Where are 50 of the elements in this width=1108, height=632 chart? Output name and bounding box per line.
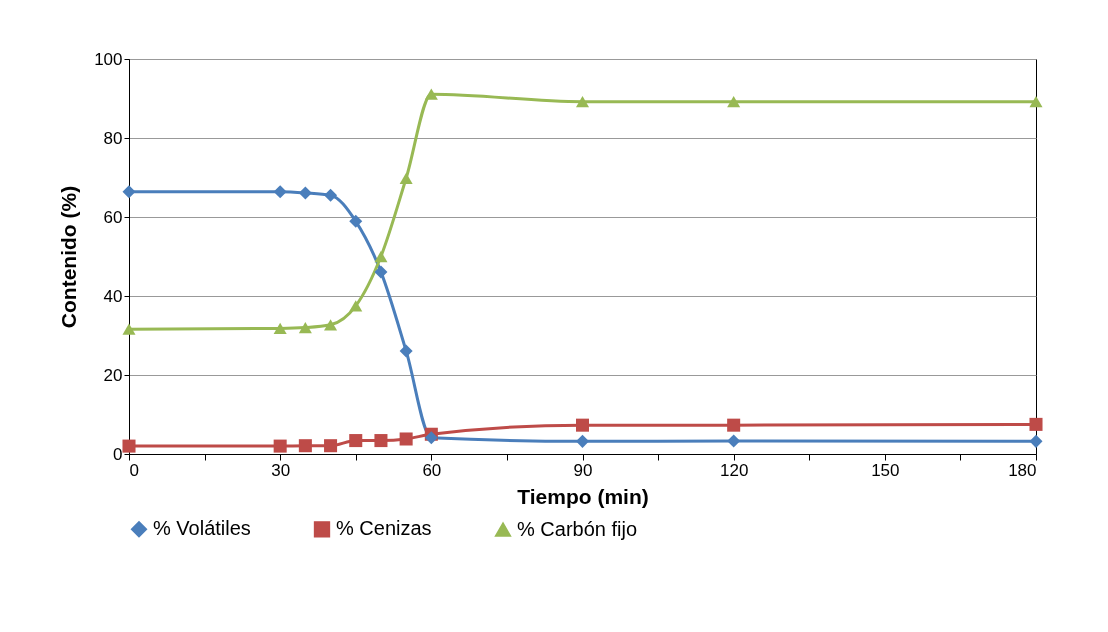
point — [575, 96, 590, 108]
x-tick-label: 180 — [1008, 460, 1037, 480]
point — [424, 88, 438, 100]
x-tick-label: 90 — [573, 460, 593, 480]
point — [727, 96, 741, 108]
point — [1029, 434, 1043, 448]
y-tick-label: 80 — [103, 128, 123, 148]
point — [575, 418, 590, 432]
x-tick-label: 60 — [422, 460, 442, 480]
point — [424, 431, 438, 445]
legend-label: % Volátiles — [153, 517, 251, 540]
point — [399, 344, 413, 358]
point — [298, 321, 312, 334]
point — [324, 319, 338, 331]
y-tick-label: 0 — [113, 444, 123, 464]
x-tick-label: 0 — [129, 460, 139, 480]
point — [349, 214, 363, 228]
y-axis-title: Contenido (%) — [57, 185, 81, 329]
y-tick-label: 100 — [94, 49, 123, 69]
point — [727, 434, 741, 448]
x-tick-label: 120 — [719, 460, 749, 480]
x-tick-label: 150 — [871, 460, 900, 480]
point — [1029, 417, 1043, 431]
point — [349, 434, 363, 448]
point — [374, 265, 388, 279]
point — [399, 432, 413, 446]
point — [273, 185, 287, 199]
point — [324, 188, 338, 202]
point — [273, 322, 287, 335]
point — [374, 250, 388, 263]
point — [575, 434, 590, 448]
y-tick-label: 60 — [103, 207, 123, 227]
point — [727, 418, 741, 432]
point — [298, 186, 312, 200]
y-tick-label: 40 — [103, 286, 123, 306]
y-tick-label: 20 — [103, 365, 123, 385]
point — [122, 185, 136, 199]
legend-label: % Carbón fijo — [517, 517, 638, 540]
point — [374, 434, 388, 448]
point — [273, 439, 287, 453]
point — [399, 172, 413, 184]
x-tick-label: 30 — [271, 460, 291, 480]
legend-label: % Cenizas — [336, 517, 432, 540]
point — [298, 439, 312, 453]
x-axis-title: Tiempo (min) — [517, 484, 649, 508]
point — [349, 300, 363, 312]
point — [1029, 96, 1043, 108]
point — [324, 439, 338, 453]
point — [122, 323, 136, 335]
point — [122, 439, 136, 453]
